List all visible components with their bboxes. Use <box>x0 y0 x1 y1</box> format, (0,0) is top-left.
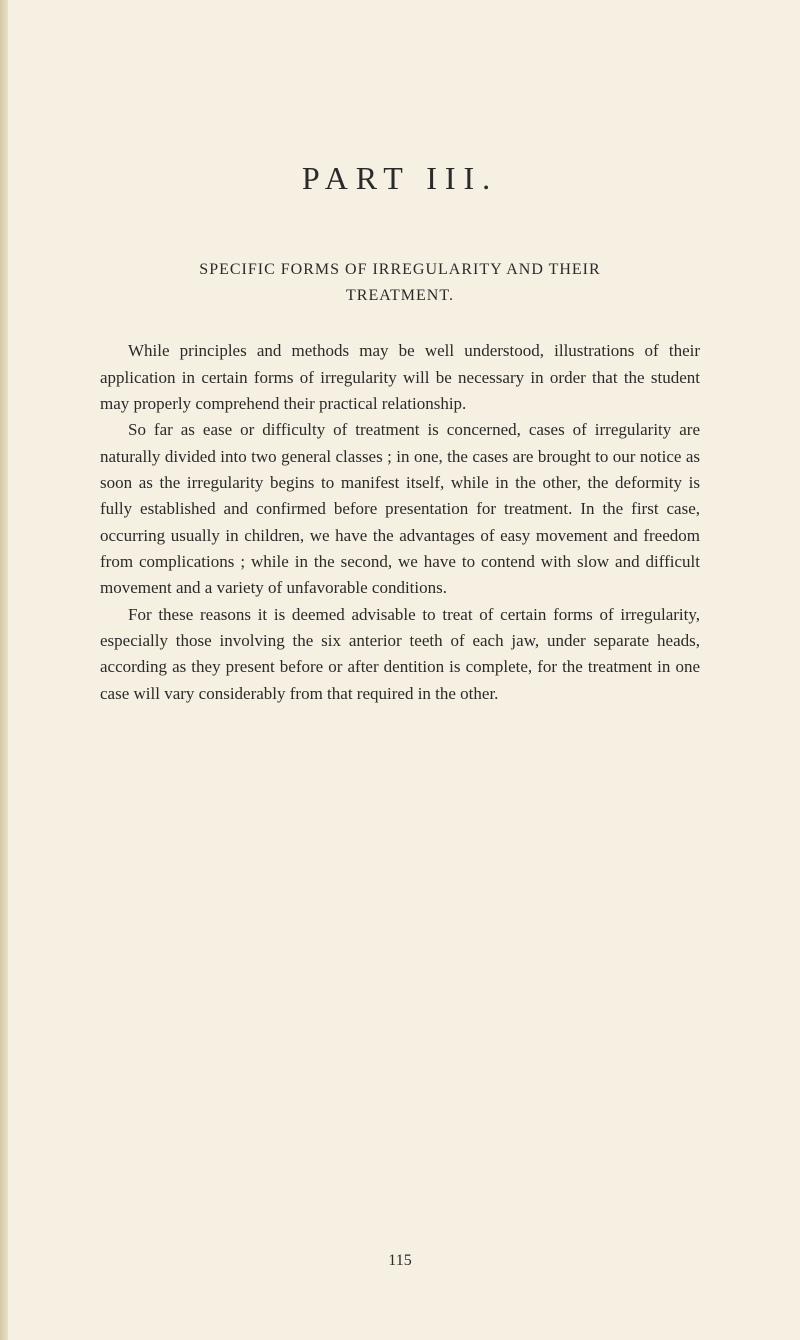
part-title: PART III. <box>100 160 700 197</box>
chapter-heading-line2: TREATMENT. <box>346 287 454 304</box>
body-paragraph-2: So far as ease or difficulty of treatmen… <box>100 417 700 601</box>
body-paragraph-3: For these reasons it is deemed advisable… <box>100 602 700 707</box>
page-number: 115 <box>0 1252 800 1270</box>
chapter-heading: SPECIFIC FORMS OF IRREGULARITY AND THEIR… <box>100 257 700 308</box>
body-paragraph-1: While principles and methods may be well… <box>100 338 700 417</box>
chapter-heading-line1: SPECIFIC FORMS OF IRREGULARITY AND THEIR <box>199 261 600 278</box>
page-binding-edge <box>0 0 8 1340</box>
